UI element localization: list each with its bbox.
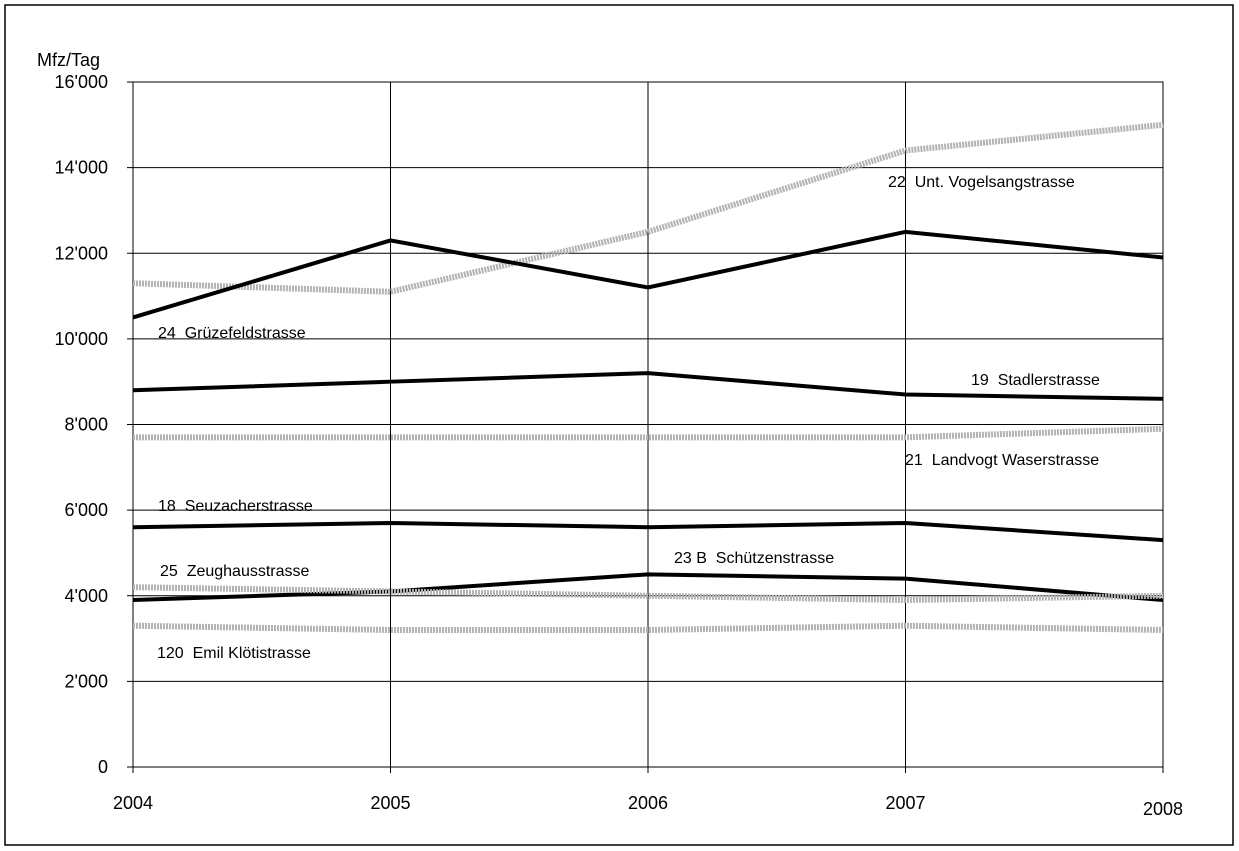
series-line — [132, 584, 1164, 604]
x-tick-label: 2008 — [1143, 799, 1183, 819]
y-axis-label: Mfz/Tag — [37, 50, 100, 70]
y-tick-label: 16'000 — [55, 72, 109, 92]
y-tick-label: 8'000 — [65, 415, 108, 435]
series-label: 24 Grüzefeldstrasse — [158, 325, 306, 342]
y-tick-label: 4'000 — [65, 586, 108, 606]
series-line — [132, 371, 1164, 401]
y-tick-label: 14'000 — [55, 158, 109, 178]
series-label: 23 B Schützenstrasse — [674, 550, 834, 567]
series-line — [132, 229, 1164, 320]
x-tick-label: 2007 — [885, 793, 925, 813]
series-line — [132, 121, 1164, 295]
series-line — [132, 622, 1164, 633]
series-line — [132, 520, 1164, 543]
series-label: 120 Emil Klötistrasse — [157, 645, 311, 662]
series-label: 22 Unt. Vogelsangstrasse — [888, 174, 1075, 191]
y-tick-label: 12'000 — [55, 243, 109, 263]
series-label: 21 Landvogt Waserstrasse — [905, 452, 1099, 469]
y-tick-label: 2'000 — [65, 671, 108, 691]
y-tick-label: 10'000 — [55, 329, 109, 349]
series-line — [133, 425, 1164, 441]
x-tick-label: 2004 — [113, 793, 153, 813]
series-line — [132, 572, 1164, 603]
x-tick-label: 2006 — [628, 793, 668, 813]
y-tick-label: 0 — [98, 757, 108, 777]
chart-frame — [4, 4, 1234, 846]
x-tick-label: 2005 — [370, 793, 410, 813]
series-label: 19 Stadlerstrasse — [971, 372, 1100, 389]
y-tick-label: 6'000 — [65, 500, 108, 520]
series-label: 25 Zeughausstrasse — [160, 563, 310, 580]
series-label: 18 Seuzacherstrasse — [158, 498, 313, 515]
